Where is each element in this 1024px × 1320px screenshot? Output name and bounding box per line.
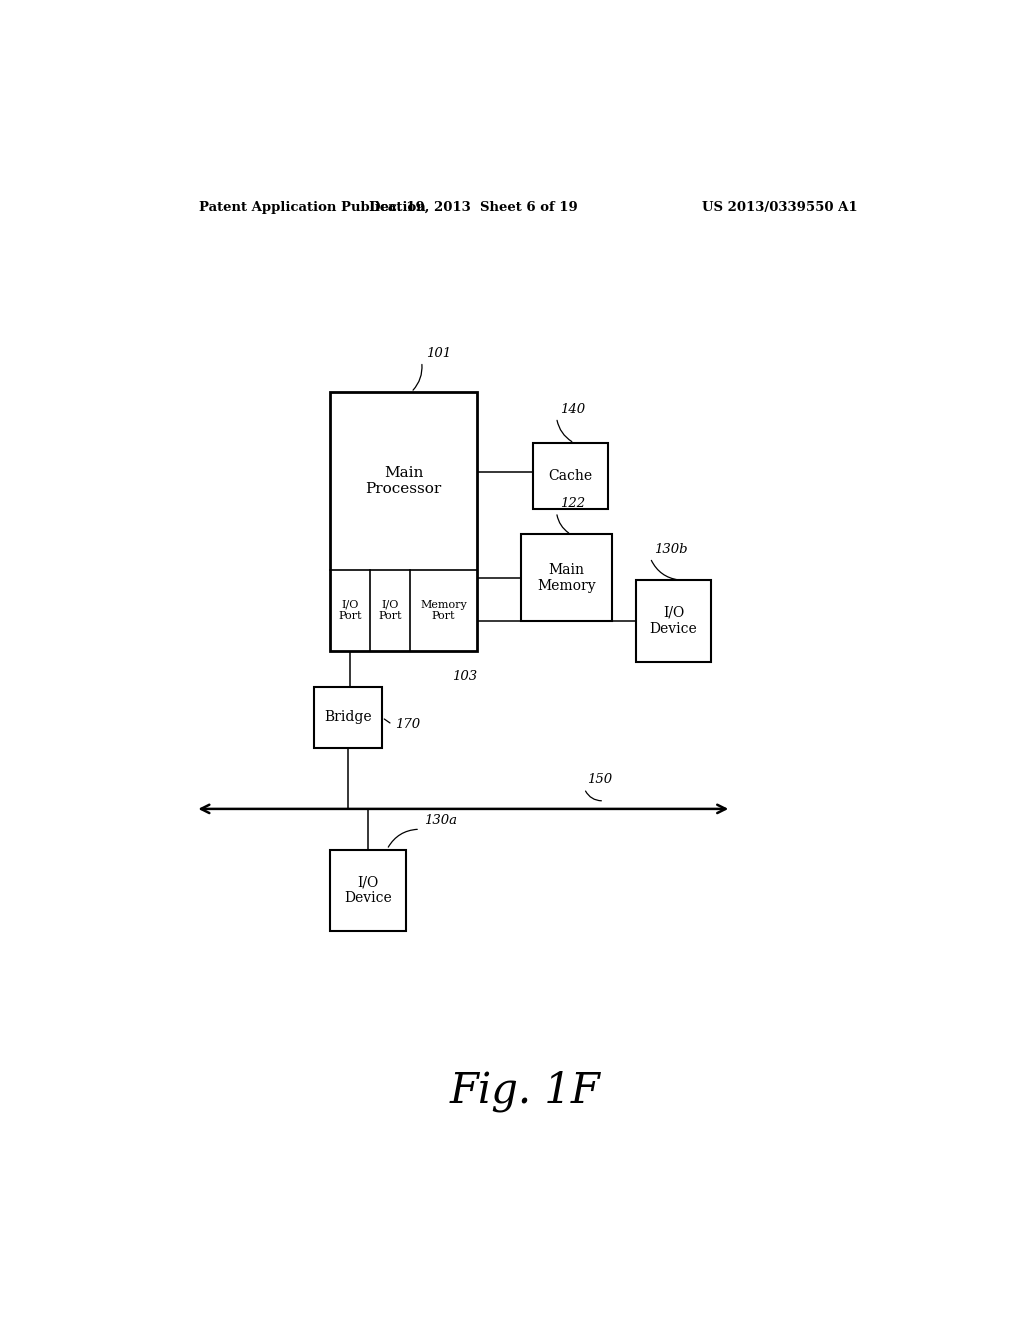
Text: 150: 150	[587, 772, 611, 785]
Text: I/O
Port: I/O Port	[339, 599, 361, 622]
Text: Main
Processor: Main Processor	[366, 466, 442, 496]
FancyBboxPatch shape	[532, 444, 608, 510]
Text: 103: 103	[452, 669, 477, 682]
Text: Bridge: Bridge	[325, 710, 372, 725]
Text: Fig. 1F: Fig. 1F	[450, 1071, 600, 1113]
FancyBboxPatch shape	[521, 535, 612, 620]
Text: I/O
Port: I/O Port	[378, 599, 401, 622]
FancyBboxPatch shape	[331, 850, 406, 931]
Text: 170: 170	[394, 718, 420, 731]
Text: I/O
Device: I/O Device	[344, 875, 392, 906]
Text: 130a: 130a	[424, 814, 457, 828]
FancyBboxPatch shape	[314, 686, 382, 748]
Text: Dec. 19, 2013  Sheet 6 of 19: Dec. 19, 2013 Sheet 6 of 19	[369, 201, 578, 214]
Text: I/O
Device: I/O Device	[649, 606, 697, 636]
Text: Patent Application Publication: Patent Application Publication	[200, 201, 426, 214]
FancyBboxPatch shape	[331, 392, 477, 651]
Text: 101: 101	[426, 347, 451, 359]
Text: 122: 122	[560, 498, 586, 510]
Text: Cache: Cache	[549, 469, 593, 483]
Text: Memory
Port: Memory Port	[420, 599, 467, 622]
Text: US 2013/0339550 A1: US 2013/0339550 A1	[702, 201, 858, 214]
Text: 140: 140	[560, 403, 586, 416]
Text: Main
Memory: Main Memory	[538, 562, 596, 593]
FancyBboxPatch shape	[636, 581, 712, 661]
Text: 130b: 130b	[654, 543, 688, 556]
